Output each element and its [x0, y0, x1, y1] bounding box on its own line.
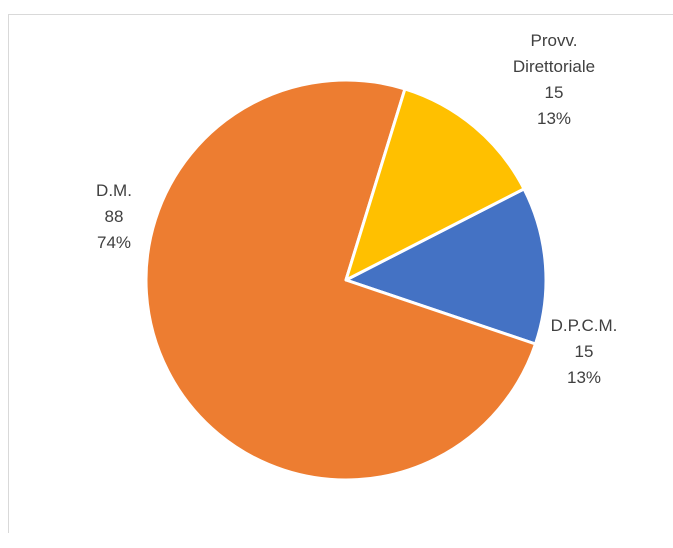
pie-chart: [144, 78, 548, 482]
slice-label-dpcm-value: 15: [574, 342, 594, 361]
slice-label-provv-percent: 13%: [536, 109, 572, 128]
pie-slice-dpcm: [344, 187, 548, 346]
slice-label-provv-name-line1: Provv.: [530, 31, 578, 50]
pie-slices: [144, 78, 548, 482]
slice-label-dpcm-name: D.P.C.M.: [550, 316, 618, 335]
chart-area: D.P.C.M. 15 13% D.M. 88 74% Provv. Diret…: [8, 14, 673, 533]
slice-label-dm-name: D.M.: [96, 181, 132, 200]
slice-label-provv-direttoriale: Provv. Direttoriale 15 13%: [474, 28, 634, 132]
slice-label-dm-value: 88: [104, 207, 124, 226]
pie-slice-provv-direttoriale: [344, 87, 526, 282]
slice-label-provv-value: 15: [544, 83, 564, 102]
slice-label-provv-name-line2: Direttoriale: [512, 57, 596, 76]
slice-label-dm-percent: 74%: [96, 233, 132, 252]
pie-slice-dm: [144, 78, 537, 482]
slice-label-dpcm: D.P.C.M. 15 13%: [524, 313, 644, 391]
slice-label-dpcm-percent: 13%: [566, 368, 602, 387]
slice-label-dm: D.M. 88 74%: [64, 178, 164, 256]
